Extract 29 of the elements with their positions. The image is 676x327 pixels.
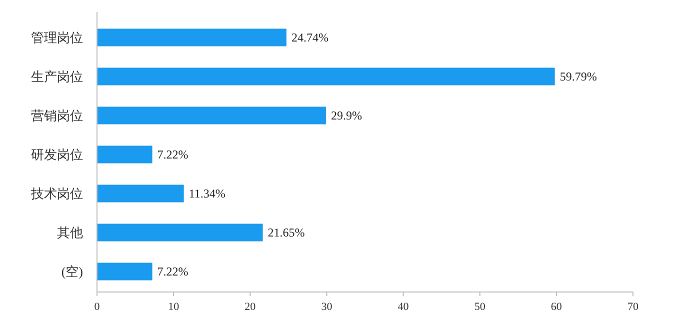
x-tick-label: 10: [168, 301, 180, 313]
data-label: 21.65%: [268, 226, 305, 240]
y-tick-label: 管理岗位: [31, 30, 83, 46]
y-tick-label: 技术岗位: [30, 186, 83, 202]
y-tick-label: 研发岗位: [31, 147, 83, 162]
bar: [97, 28, 286, 46]
x-tick-label: 70: [628, 301, 639, 313]
x-tick-label: 20: [244, 301, 256, 313]
bar: [97, 106, 326, 124]
bar: [97, 68, 555, 86]
data-label: 59.79%: [560, 70, 597, 84]
bar: [97, 224, 263, 242]
x-tick-label: 60: [550, 301, 562, 313]
data-label: 24.74%: [291, 30, 328, 45]
bar: [97, 146, 152, 164]
data-label: 7.22%: [157, 148, 188, 162]
bar: [97, 184, 184, 202]
y-tick-label: 其他: [57, 225, 83, 240]
x-tick-label: 30: [321, 301, 333, 313]
data-label: 11.34%: [188, 186, 226, 201]
x-tick-label: 40: [398, 301, 410, 313]
bar: [97, 262, 152, 280]
data-label: 7.22%: [157, 264, 188, 279]
y-tick-label: 生产岗位: [31, 69, 83, 84]
x-tick-label: 0: [94, 301, 100, 313]
y-tick-label: (空): [61, 264, 83, 280]
y-tick-label: 营销岗位: [31, 108, 83, 124]
x-tick-label: 50: [474, 301, 486, 313]
data-label: 29.9%: [330, 108, 362, 123]
